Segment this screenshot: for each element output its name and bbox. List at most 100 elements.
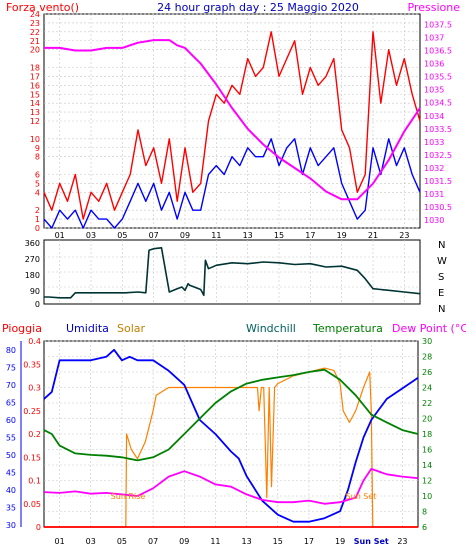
chart-title: 24 hour graph day : 25 Maggio 2020	[157, 1, 359, 14]
wind-speed-tick-label: 10	[30, 135, 40, 144]
humidity-ticks: 30 35 40 45 50 55 60 65 70 75 80	[6, 346, 16, 530]
time-tick-label: 09	[180, 231, 190, 240]
time-tick-label: 11	[211, 231, 221, 240]
time-tick-label: 15	[273, 537, 283, 546]
series-line-dir	[44, 247, 421, 299]
legend-umidita: Umidita	[66, 322, 109, 335]
wind-speed-tick-label: 2	[35, 206, 40, 215]
wind-speed-tick-label: 9	[35, 144, 40, 153]
time-tick-label: 23	[399, 231, 409, 240]
humidity-tick-label: 40	[6, 486, 16, 495]
wind-speed-tick-label: 20	[30, 46, 40, 55]
humidity-tick-label: 45	[6, 469, 16, 478]
sun-set-marker: Sun Set	[346, 492, 377, 501]
time-tick-label: 23	[397, 537, 407, 546]
series-line-temperature	[43, 368, 419, 462]
wind-speed-tick-label: 15	[30, 90, 40, 99]
compass-e: E	[438, 288, 444, 299]
wind-speed-tick-label: 14	[30, 99, 40, 108]
time-tick-label: 01	[54, 537, 64, 546]
rain-tick-label: 0.05	[23, 500, 41, 509]
pressure-tick-label: 1035.5	[424, 73, 452, 82]
series-line-humidity	[43, 348, 419, 523]
pressure-tick-label: 1031	[424, 190, 444, 199]
series-line-gust	[43, 31, 421, 220]
rain-tick-label: 0.15	[23, 453, 41, 462]
rain-tick-label: 0.1	[28, 477, 41, 486]
humidity-tick-label: 80	[6, 346, 16, 355]
wind-speed-tick-label: 6	[35, 171, 40, 180]
temperature-tick-label: 6	[422, 523, 427, 532]
rain-tick-label: 0.35	[23, 360, 41, 369]
humidity-tick-label: 60	[6, 416, 16, 425]
pressure-axis-label: Pressione	[408, 1, 461, 14]
wind-time-ticks: 01 03 05 07 09 11 13 15 17 19 21 23	[55, 231, 410, 240]
time-tick-label: 07	[149, 231, 159, 240]
wind-speed-tick-label: 23	[30, 19, 40, 28]
series-line-dewpoint	[43, 467, 419, 505]
time-tick-label: 01	[55, 231, 65, 240]
temperature-tick-label: 8	[422, 508, 427, 517]
humidity-tick-label: 55	[6, 434, 16, 443]
pressure-tick-label: 1037.5	[424, 20, 452, 29]
temperature-tick-label: 24	[422, 384, 432, 393]
humidity-tick-label: 30	[6, 521, 16, 530]
pressure-tick-label: 1037	[424, 33, 444, 42]
compass-n-bottom: N	[438, 304, 445, 315]
wind-pressure-grid	[44, 13, 420, 229]
humidity-tick-label: 35	[6, 504, 16, 513]
wind-speed-tick-label: 21	[30, 37, 40, 46]
humidity-tick-label: 75	[6, 363, 16, 372]
pressure-tick-label: 1036	[424, 60, 444, 69]
legend-pioggia: Pioggia	[2, 322, 42, 335]
time-tick-label: 21	[368, 231, 378, 240]
series-line-solar	[44, 367, 418, 528]
rain-tick-label: 0.2	[28, 430, 41, 439]
time-tick-label: 13	[243, 231, 253, 240]
time-tick-label: 15	[274, 231, 284, 240]
temperature-tick-label: 30	[422, 337, 432, 346]
series-line-pressure	[44, 39, 421, 201]
wind-speed-tick-label: 4	[35, 188, 40, 197]
wind-direction-series	[44, 247, 421, 299]
time-tick-label: 11	[210, 537, 220, 546]
pressure-tick-label: 1032	[424, 164, 444, 173]
wind-speed-tick-label: 0	[35, 224, 40, 233]
sun-rise-marker: Sun Rise	[111, 492, 146, 501]
wind-speed-tick-label: 12	[30, 117, 40, 126]
temperature-tick-label: 28	[422, 353, 432, 362]
time-tick-label: 07	[148, 537, 158, 546]
humidity-tick-label: 65	[6, 398, 16, 407]
compass-n-top: N	[438, 240, 445, 251]
legend-temperatura: Temperatura	[312, 322, 383, 335]
pressure-tick-label: 1033.5	[424, 125, 452, 134]
time-tick-label: 03	[86, 231, 96, 240]
time-tick-label: 19	[335, 537, 345, 546]
temperature-humidity-series	[43, 348, 419, 528]
wind-speed-tick-label: 13	[30, 108, 40, 117]
compass-w: W	[437, 256, 447, 267]
wind-speed-tick-label: 5	[35, 179, 40, 188]
temperature-tick-label: 26	[422, 368, 432, 377]
rain-tick-label: 0.3	[28, 384, 41, 393]
legend-dew-point: Dew Point (°C)	[392, 322, 466, 335]
dir-tick-90: 90	[30, 287, 40, 296]
wind-pressure-series	[43, 31, 421, 229]
rain-tick-label: 0.25	[23, 407, 41, 416]
humidity-tick-label: 50	[6, 451, 16, 460]
temperature-tick-label: 12	[422, 477, 432, 486]
temperature-ticks: 6 8 10 12 14 16 18 20 22 24 26 28 30	[422, 337, 432, 532]
time-tick-label: 05	[117, 231, 127, 240]
rain-ticks: 0 0.05 0.1 0.15 0.2 0.25 0.3 0.35 0.4	[23, 337, 41, 532]
wind-speed-tick-label: 22	[30, 28, 40, 37]
pressure-tick-label: 1036.5	[424, 47, 452, 56]
legend-solar: Solar	[117, 322, 146, 335]
dir-tick-0: 0	[35, 300, 40, 309]
wind-speed-tick-label: 17	[30, 72, 40, 81]
temperature-tick-label: 20	[422, 415, 432, 424]
time-tick-label: 09	[179, 537, 189, 546]
temperature-tick-label: 18	[422, 430, 432, 439]
